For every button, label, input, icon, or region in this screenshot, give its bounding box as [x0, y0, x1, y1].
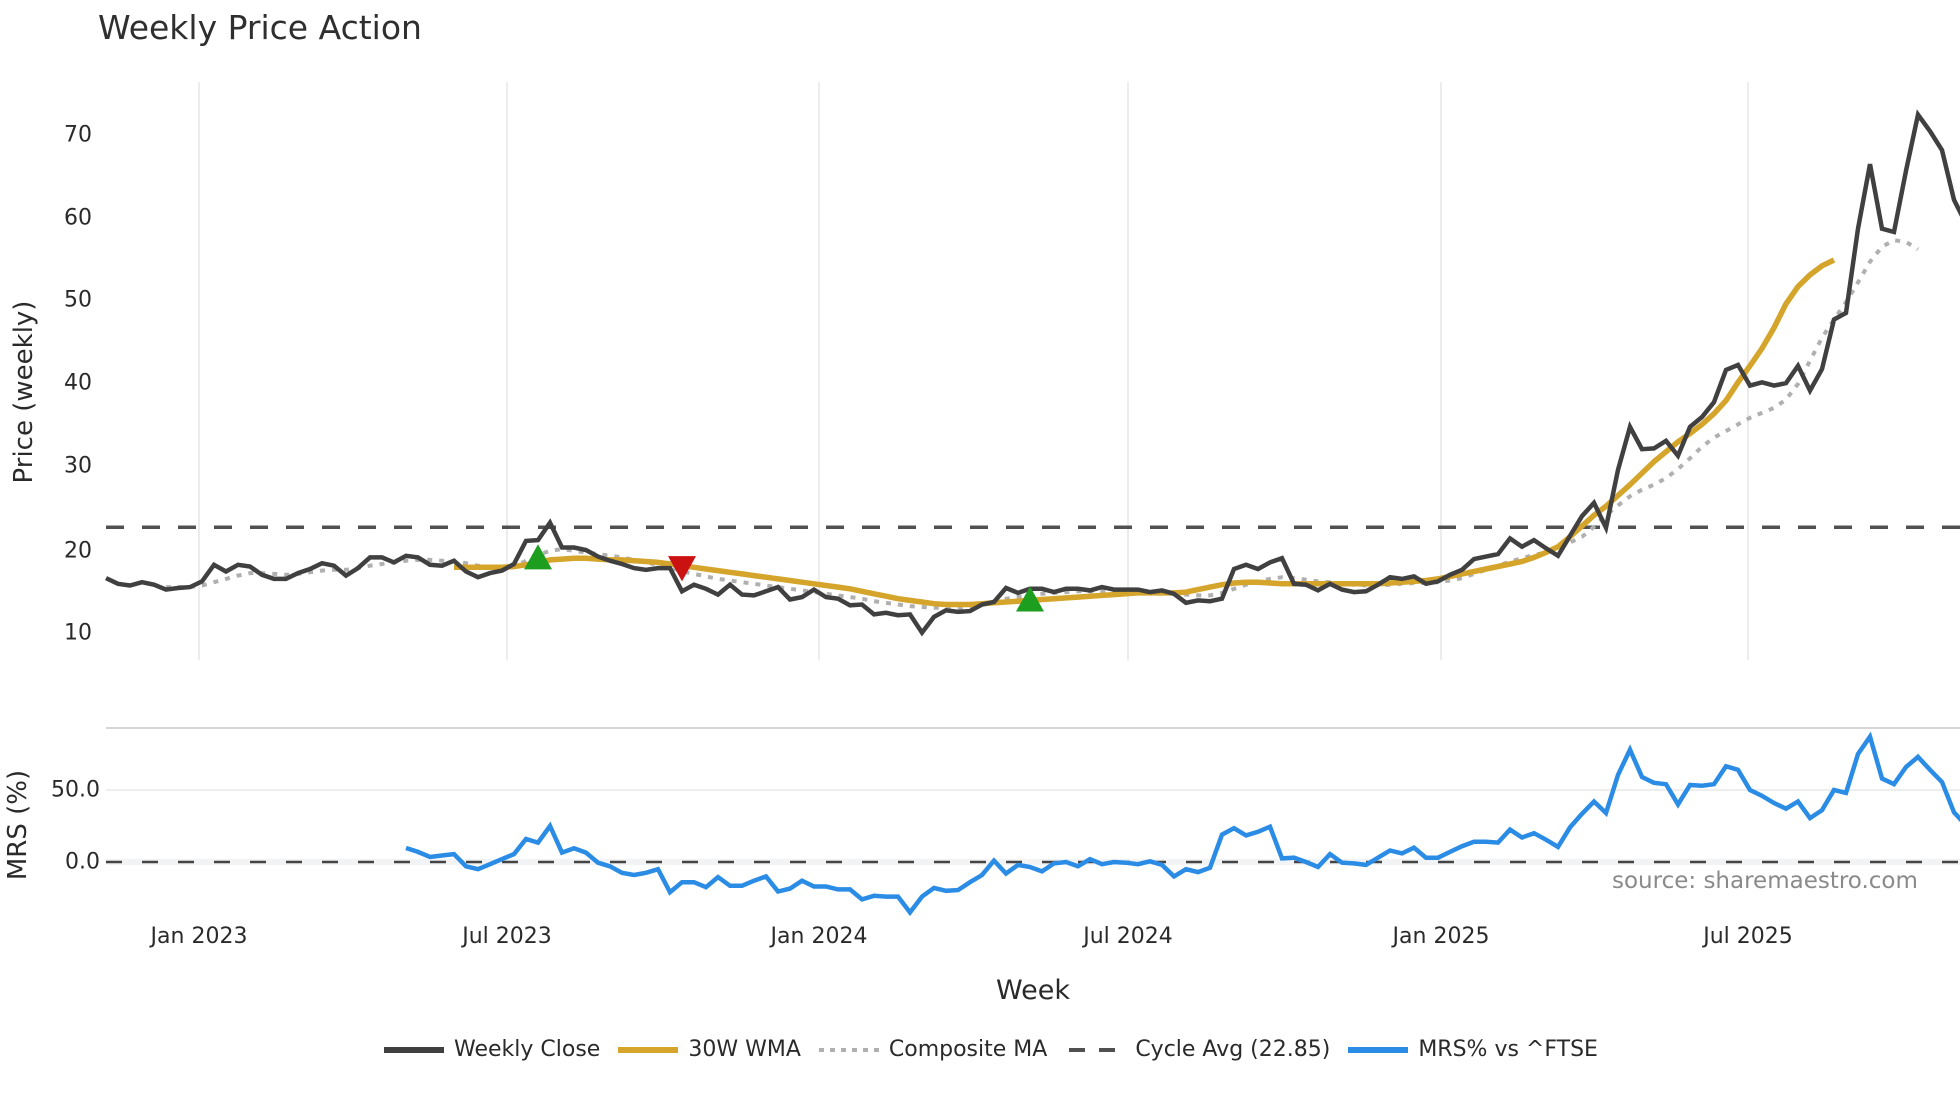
- solid-line-swatch-icon: [618, 1046, 679, 1053]
- source-annotation: source: sharemaestro.com: [1612, 868, 1918, 894]
- price-tick-60: 60: [64, 205, 92, 231]
- price-tick-10: 10: [64, 620, 92, 646]
- weekly-close-line: [105, 109, 1960, 637]
- x-tick-jan-2023: Jan 2023: [150, 924, 248, 949]
- price-tick-40: 40: [64, 370, 92, 396]
- legend-item-composite-ma[interactable]: Composite MA: [818, 1037, 1048, 1062]
- legend-label: MRS% vs ^FTSE: [1418, 1037, 1598, 1062]
- sell-signal-triangle-down-icon: [668, 556, 696, 582]
- mrs-axis-label: MRS (%): [3, 769, 33, 881]
- x-tick-jul-2025: Jul 2025: [1703, 924, 1793, 949]
- buy-signal-triangle-up-icon: [524, 544, 552, 570]
- mrs-line: [405, 731, 1960, 917]
- x-tick-jan-2025: Jan 2025: [1392, 924, 1490, 949]
- x-tick-jul-2024: Jul 2024: [1083, 924, 1173, 949]
- legend-item-wma30[interactable]: 30W WMA: [618, 1037, 801, 1062]
- price-tick-20: 20: [64, 538, 92, 564]
- solid-line-swatch-icon: [384, 1046, 444, 1053]
- mrs-zero-band: [106, 859, 1960, 865]
- legend-label: 30W WMA: [688, 1037, 801, 1062]
- x-axis-label: Week: [996, 975, 1070, 1006]
- dotted-line-swatch-icon: [818, 1047, 879, 1052]
- price-tick-50: 50: [64, 287, 92, 313]
- legend-item-mrs[interactable]: MRS% vs ^FTSE: [1348, 1037, 1598, 1062]
- mrs-tick-0: 0.0: [65, 849, 100, 875]
- buy-signal-triangle-up-icon: [1016, 586, 1044, 612]
- legend-label: Weekly Close: [454, 1037, 601, 1062]
- dashed-line-swatch-icon: [1069, 1047, 1126, 1052]
- price-tick-70: 70: [64, 122, 92, 148]
- signal-markers: [524, 544, 1044, 612]
- composite-ma-line: [166, 238, 1920, 610]
- legend-label: Cycle Avg (22.85): [1135, 1037, 1331, 1062]
- x-tick-jan-2024: Jan 2024: [770, 924, 868, 949]
- chart-title: Weekly Price Action: [98, 8, 422, 47]
- price-tick-30: 30: [64, 453, 92, 479]
- gridlines: [198, 82, 1749, 660]
- legend-item-weekly-close[interactable]: Weekly Close: [384, 1037, 600, 1062]
- solid-line-swatch-icon: [1348, 1046, 1409, 1053]
- mrs-tick-50: 50.0: [51, 777, 100, 803]
- legend-item-cycle-avg[interactable]: Cycle Avg (22.85): [1065, 1037, 1330, 1062]
- x-tick-jul-2023: Jul 2023: [462, 924, 552, 949]
- legend-label: Composite MA: [888, 1037, 1048, 1062]
- legend: Weekly Close 30W WMA Composite MA Cycle …: [384, 1037, 1598, 1062]
